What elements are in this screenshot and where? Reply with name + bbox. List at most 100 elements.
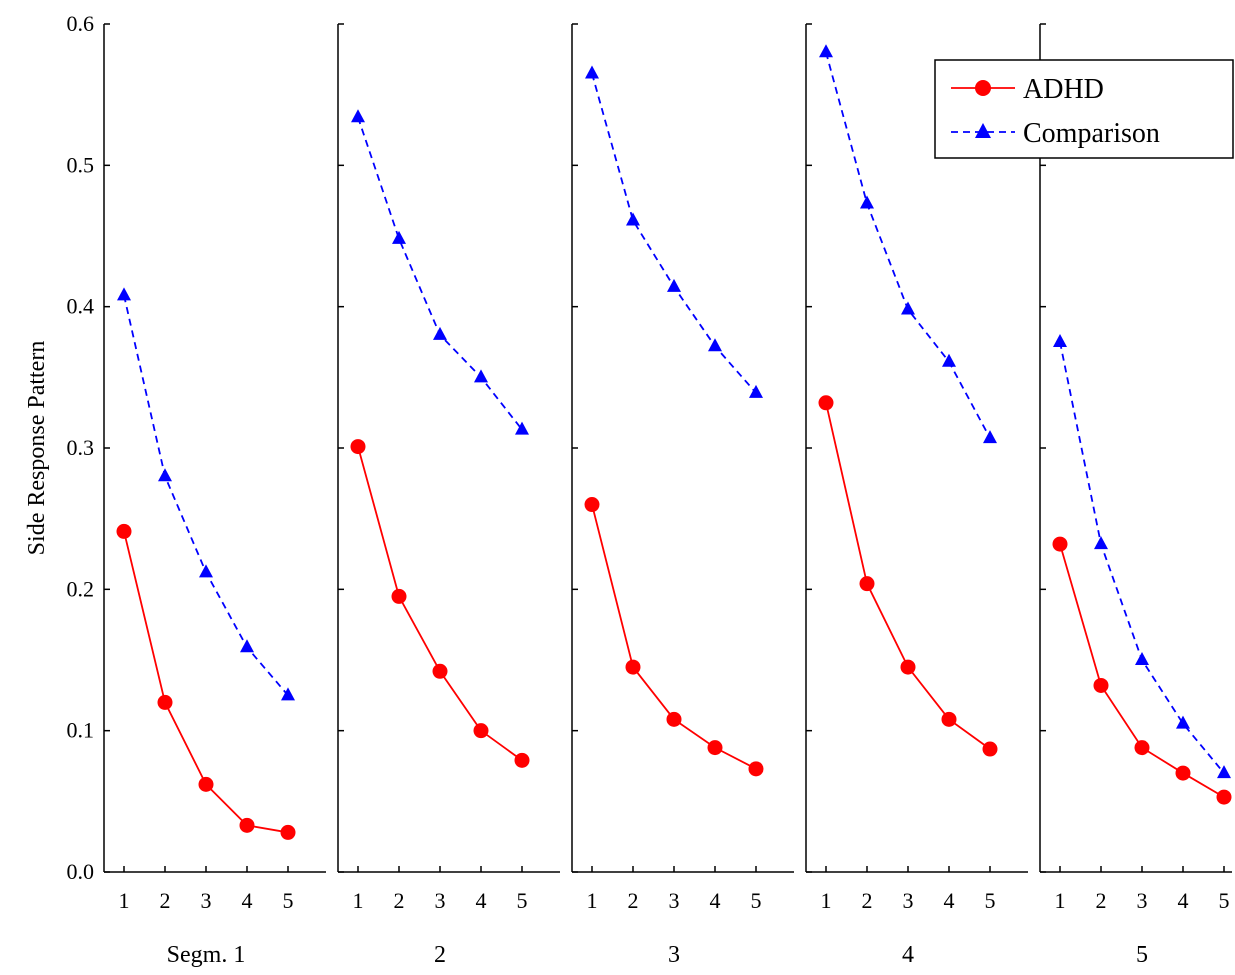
adhd-point [859,576,875,592]
adhd-point [707,740,723,756]
adhd-point [1052,536,1068,552]
x-tick-label: 2 [1096,888,1107,913]
adhd-series-line [591,504,757,770]
x-tick-label: 5 [1219,888,1230,913]
comparison-point [392,230,406,244]
x-tick-label: 3 [201,888,212,913]
panel-label: 4 [902,942,914,968]
x-tick-label: 4 [1178,888,1189,913]
legend-comparison-marker [975,123,991,138]
adhd-series-line [357,446,523,762]
adhd-series-line [825,402,991,750]
y-tick-label: 0.3 [67,435,95,460]
y-tick-label: 0.0 [67,859,95,884]
comparison-point [117,287,131,301]
x-tick-label: 5 [751,888,762,913]
comparison-point [1217,765,1231,779]
x-tick-label: 5 [985,888,996,913]
adhd-point [982,741,998,757]
x-tick-label: 3 [1137,888,1148,913]
y-tick-label: 0.5 [67,152,95,177]
adhd-point [198,776,214,792]
adhd-point [1093,677,1109,693]
comparison-point [1176,715,1190,729]
x-tick-label: 2 [628,888,639,913]
comparison-point [626,212,640,226]
panel-label: 5 [1136,942,1148,968]
y-tick-label: 0.2 [67,576,95,601]
comparison-point [749,384,763,398]
adhd-point [900,659,916,675]
comparison-series-line [1059,341,1225,774]
adhd-point [473,723,489,739]
adhd-point [1175,765,1191,781]
y-tick-label: 0.6 [67,11,95,36]
comparison-point [351,109,365,123]
x-tick-label: 1 [1055,888,1066,913]
comparison-point [433,326,447,340]
x-tick-label: 2 [394,888,405,913]
x-tick-label: 1 [587,888,598,913]
comparison-point [1135,652,1149,665]
panel-label: Segm. 1 [167,942,246,968]
y-tick-label: 0.4 [67,294,95,319]
comparison-point [474,369,488,383]
x-tick-label: 4 [710,888,721,913]
x-tick-label: 3 [435,888,446,913]
y-axis-label: Side Response Pattern [24,341,50,556]
adhd-point [666,711,682,727]
x-tick-label: 5 [517,888,528,913]
comparison-point [199,564,213,578]
comparison-point [515,421,529,435]
adhd-point [748,761,764,777]
comparison-point [240,639,254,653]
comparison-point [158,468,172,482]
comparison-point [1053,334,1067,347]
x-tick-label: 1 [821,888,832,913]
comparison-point [942,353,956,367]
x-tick-label: 4 [944,888,955,913]
adhd-point [941,711,957,727]
comparison-series-line [357,116,523,431]
adhd-point [391,588,407,604]
adhd-point [239,817,255,833]
adhd-point [818,395,834,411]
adhd-point [1134,740,1150,756]
comparison-point [585,65,599,79]
adhd-point [1216,789,1232,805]
adhd-point [280,824,296,840]
x-tick-label: 3 [903,888,914,913]
adhd-point [116,523,132,539]
comparison-point [281,687,295,701]
x-tick-label: 2 [862,888,873,913]
comparison-point [983,430,997,444]
x-tick-label: 1 [353,888,364,913]
adhd-point [625,659,641,675]
comparison-series-line [591,73,757,394]
adhd-point [584,497,600,513]
comparison-point [819,44,833,58]
adhd-point [514,752,530,768]
adhd-series-line [1059,543,1225,798]
panel-label: 2 [434,942,446,968]
comparison-point [860,195,874,209]
comparison-point [1094,536,1108,550]
x-tick-label: 2 [160,888,171,913]
x-tick-label: 5 [283,888,294,913]
x-tick-label: 3 [669,888,680,913]
adhd-point [157,694,173,710]
x-tick-label: 4 [242,888,253,913]
legend-adhd-marker [975,80,991,96]
adhd-point [350,439,366,455]
y-tick-label: 0.1 [67,718,95,743]
panel-label: 3 [668,942,680,968]
legend-comparison-label: Comparison [1023,118,1160,149]
comparison-point [708,338,722,352]
adhd-point [432,663,448,679]
x-tick-label: 1 [119,888,130,913]
comparison-point [667,278,681,292]
x-tick-label: 4 [476,888,487,913]
comparison-point [901,301,915,315]
